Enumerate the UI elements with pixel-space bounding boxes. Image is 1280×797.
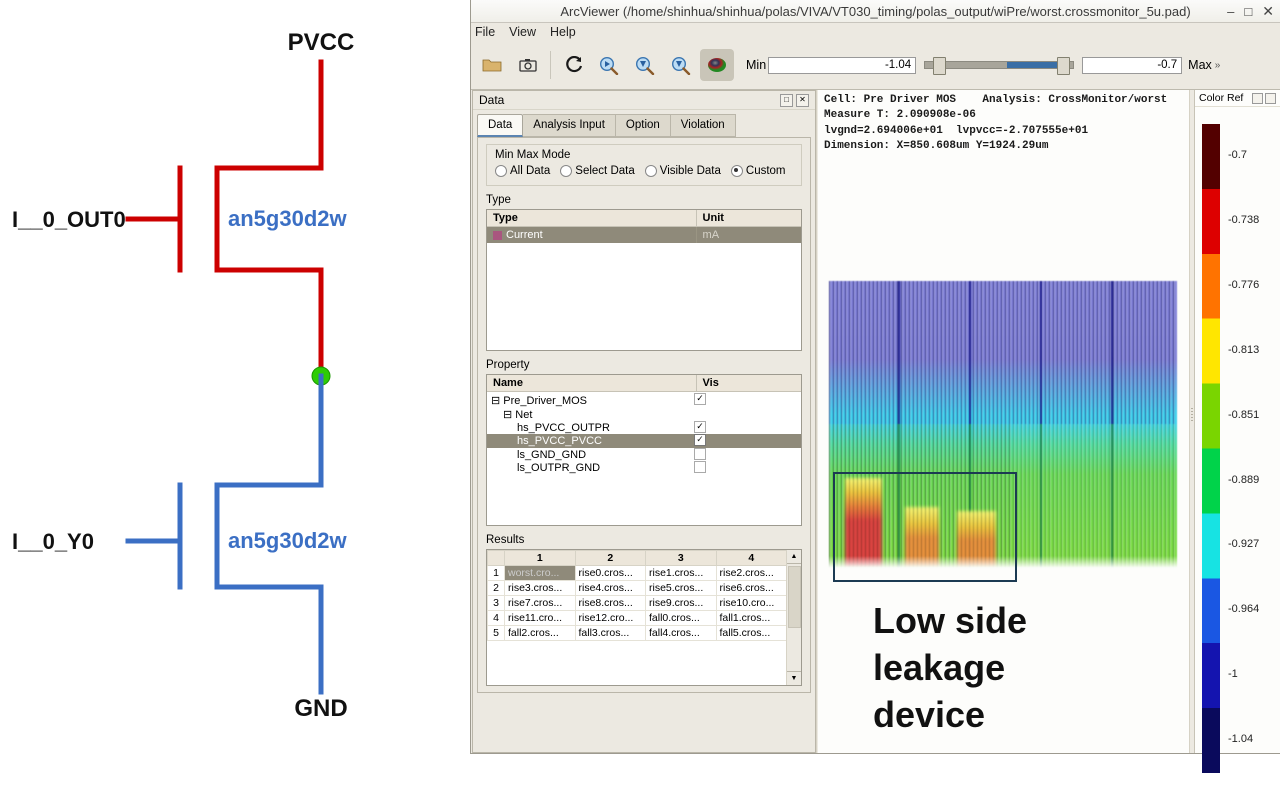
svg-text:I__0_OUT0: I__0_OUT0 [12, 207, 126, 232]
svg-text:an5g30d2w: an5g30d2w [228, 528, 347, 553]
svg-text:PVCC: PVCC [288, 29, 355, 56]
svg-text:GND: GND [294, 695, 347, 722]
svg-text:an5g30d2w: an5g30d2w [228, 206, 347, 231]
svg-text:I__0_Y0: I__0_Y0 [12, 529, 94, 554]
